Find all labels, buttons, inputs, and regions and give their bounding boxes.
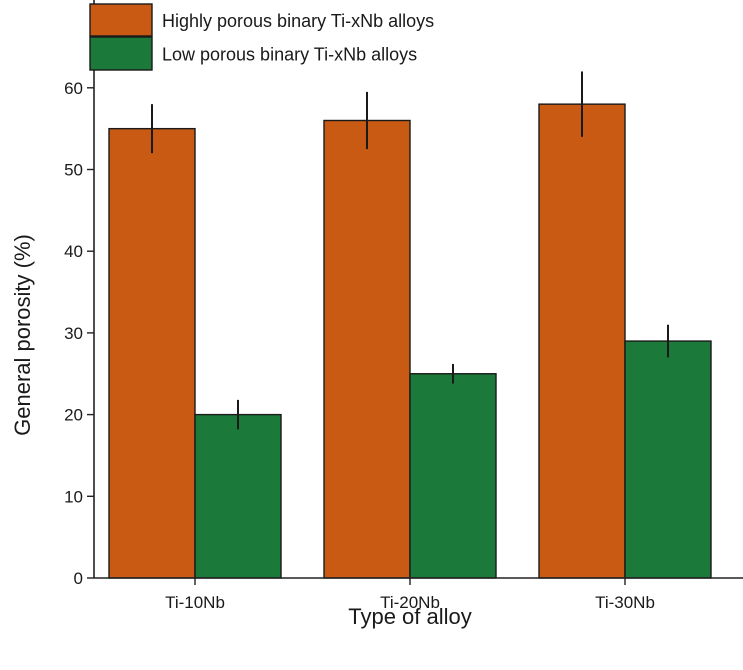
x-tick-label: Ti-10Nb	[165, 593, 225, 612]
error-bars-layer	[151, 71, 669, 430]
legend-label-0: Highly porous binary Ti-xNb alloys	[162, 11, 434, 31]
bar-s1-ti-30nb	[624, 340, 712, 579]
bars-layer	[108, 103, 712, 579]
bar-s0-ti-10nb	[108, 127, 196, 579]
bar-s1-ti-20nb	[409, 373, 497, 579]
bar-s1-ti-10nb	[194, 413, 282, 579]
bar-s0-ti-20nb	[323, 119, 411, 579]
y-tick-label: 10	[64, 487, 83, 506]
bar-s0-ti-30nb	[538, 103, 626, 579]
legend-swatch-0	[89, 3, 153, 37]
y-tick-label: 60	[64, 79, 83, 98]
legend-swatch-1	[89, 36, 153, 71]
y-axis-title: General porosity (%)	[10, 234, 35, 436]
x-axis-title: Type of alloy	[348, 604, 472, 629]
y-ticks: 0 10 20 30 40 50 60	[64, 79, 94, 588]
x-tick-label: Ti-30Nb	[595, 593, 655, 612]
y-tick-label: 40	[64, 242, 83, 261]
y-tick-label: 30	[64, 324, 83, 343]
y-tick-label: 50	[64, 161, 83, 180]
axes	[93, 0, 743, 579]
y-tick-label: 20	[64, 406, 83, 425]
x-ticks: Ti-10Nb Ti-20Nb Ti-30Nb	[165, 578, 655, 612]
x-tick-label: Ti-20Nb	[380, 593, 440, 612]
y-tick-label: 0	[74, 569, 83, 588]
legend: Highly porous binary Ti-xNb alloys Low po…	[89, 3, 434, 71]
legend-label-1: Low porous binary Ti-xNb alloys	[162, 45, 417, 65]
